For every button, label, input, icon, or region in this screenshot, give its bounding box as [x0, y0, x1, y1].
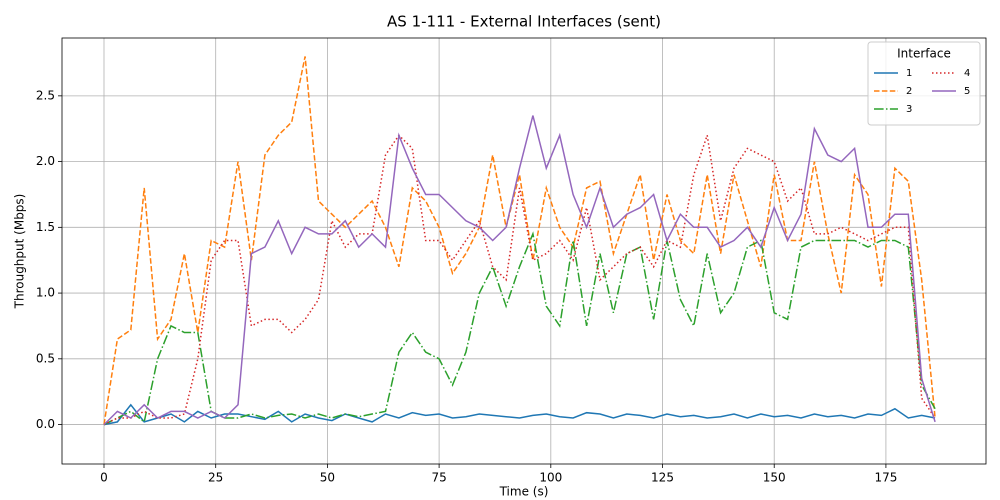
legend-label: 4 [964, 68, 970, 79]
line-series [103, 115, 936, 426]
line-series [103, 231, 936, 426]
y-tick-label: 0.0 [36, 417, 55, 431]
legend-title: Interface [897, 47, 951, 61]
x-tick-label: 125 [651, 471, 674, 485]
plot-frame [61, 37, 987, 465]
legend-box [867, 41, 981, 126]
x-tick-label: 50 [320, 471, 335, 485]
legend-label: 1 [906, 68, 912, 79]
y-tick-label: 1.5 [36, 220, 55, 234]
y-tick-label: 2.5 [36, 88, 55, 102]
y-tick-label: 2.0 [36, 154, 55, 168]
legend-label: 2 [906, 86, 912, 97]
legend-label: 5 [964, 86, 970, 97]
x-tick-label: 75 [431, 471, 446, 485]
line-series [103, 403, 936, 426]
x-tick-label: 175 [874, 471, 897, 485]
x-tick-label: 100 [539, 471, 562, 485]
x-axis-label: Time (s) [499, 485, 549, 499]
y-axis-label: Throughput (Mbps) [13, 194, 27, 310]
y-tick-label: 1.0 [36, 286, 55, 300]
legend: Interface 1 2 3 4 5 [867, 41, 981, 126]
x-tick-label: 25 [208, 471, 223, 485]
legend-label: 3 [906, 104, 912, 115]
chart-title: AS 1-111 - External Interfaces (sent) [387, 13, 661, 31]
line-series [103, 134, 936, 426]
line-series [103, 56, 936, 425]
x-tick-label: 0 [100, 471, 108, 485]
x-tick-label: 150 [763, 471, 786, 485]
y-tick-label: 0.5 [36, 351, 55, 365]
